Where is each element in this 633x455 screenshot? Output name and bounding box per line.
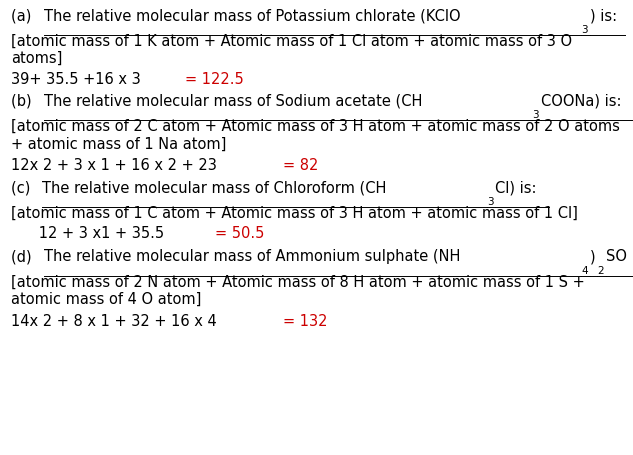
Text: Cl) is:: Cl) is:	[495, 180, 537, 195]
Text: ): )	[590, 249, 596, 264]
Text: = 82: = 82	[283, 158, 318, 173]
Text: The relative molecular mass of Sodium acetate (CH: The relative molecular mass of Sodium ac…	[44, 94, 422, 109]
Text: [atomic mass of 2 N atom + Atomic mass of 8 H atom + atomic mass of 1 S +: [atomic mass of 2 N atom + Atomic mass o…	[11, 275, 585, 290]
Text: [atomic mass of 1 C atom + Atomic mass of 3 H atom + atomic mass of 1 Cl]: [atomic mass of 1 C atom + Atomic mass o…	[11, 206, 579, 221]
Text: 39+ 35.5 +16 x 3: 39+ 35.5 +16 x 3	[11, 72, 146, 87]
Text: 3: 3	[487, 197, 493, 207]
Text: (d): (d)	[11, 249, 37, 264]
Text: SO: SO	[606, 249, 627, 264]
Text: The relative molecular mass of Ammonium sulphate (NH: The relative molecular mass of Ammonium …	[44, 249, 460, 264]
Text: atoms]: atoms]	[11, 51, 63, 66]
Text: The relative molecular mass of Chloroform (CH: The relative molecular mass of Chlorofor…	[42, 180, 387, 195]
Text: + atomic mass of 1 Na atom]: + atomic mass of 1 Na atom]	[11, 136, 227, 152]
Text: 3: 3	[581, 25, 588, 35]
Text: = 122.5: = 122.5	[185, 72, 244, 87]
Text: (a): (a)	[11, 8, 36, 23]
Text: 12x 2 + 3 x 1 + 16 x 2 + 23: 12x 2 + 3 x 1 + 16 x 2 + 23	[11, 158, 222, 173]
Text: 4: 4	[581, 266, 588, 276]
Text: 12 + 3 x1 + 35.5: 12 + 3 x1 + 35.5	[11, 227, 169, 242]
Text: COONa) is:: COONa) is:	[541, 94, 621, 109]
Text: ) is:: ) is:	[590, 8, 617, 23]
Text: = 132: = 132	[283, 314, 327, 329]
Text: 14x 2 + 8 x 1 + 32 + 16 x 4: 14x 2 + 8 x 1 + 32 + 16 x 4	[11, 314, 222, 329]
Text: (c): (c)	[11, 180, 35, 195]
Text: [atomic mass of 2 C atom + Atomic mass of 3 H atom + atomic mass of 2 O atoms: [atomic mass of 2 C atom + Atomic mass o…	[11, 119, 620, 134]
Text: 3: 3	[532, 110, 539, 120]
Text: The relative molecular mass of Potassium chlorate (KClO: The relative molecular mass of Potassium…	[44, 8, 460, 23]
Text: [atomic mass of 1 K atom + Atomic mass of 1 Cl atom + atomic mass of 3 O: [atomic mass of 1 K atom + Atomic mass o…	[11, 34, 572, 49]
Text: = 50.5: = 50.5	[215, 227, 265, 242]
Text: atomic mass of 4 O atom]: atomic mass of 4 O atom]	[11, 292, 202, 307]
Text: (b): (b)	[11, 94, 37, 109]
Text: 2: 2	[597, 266, 604, 276]
